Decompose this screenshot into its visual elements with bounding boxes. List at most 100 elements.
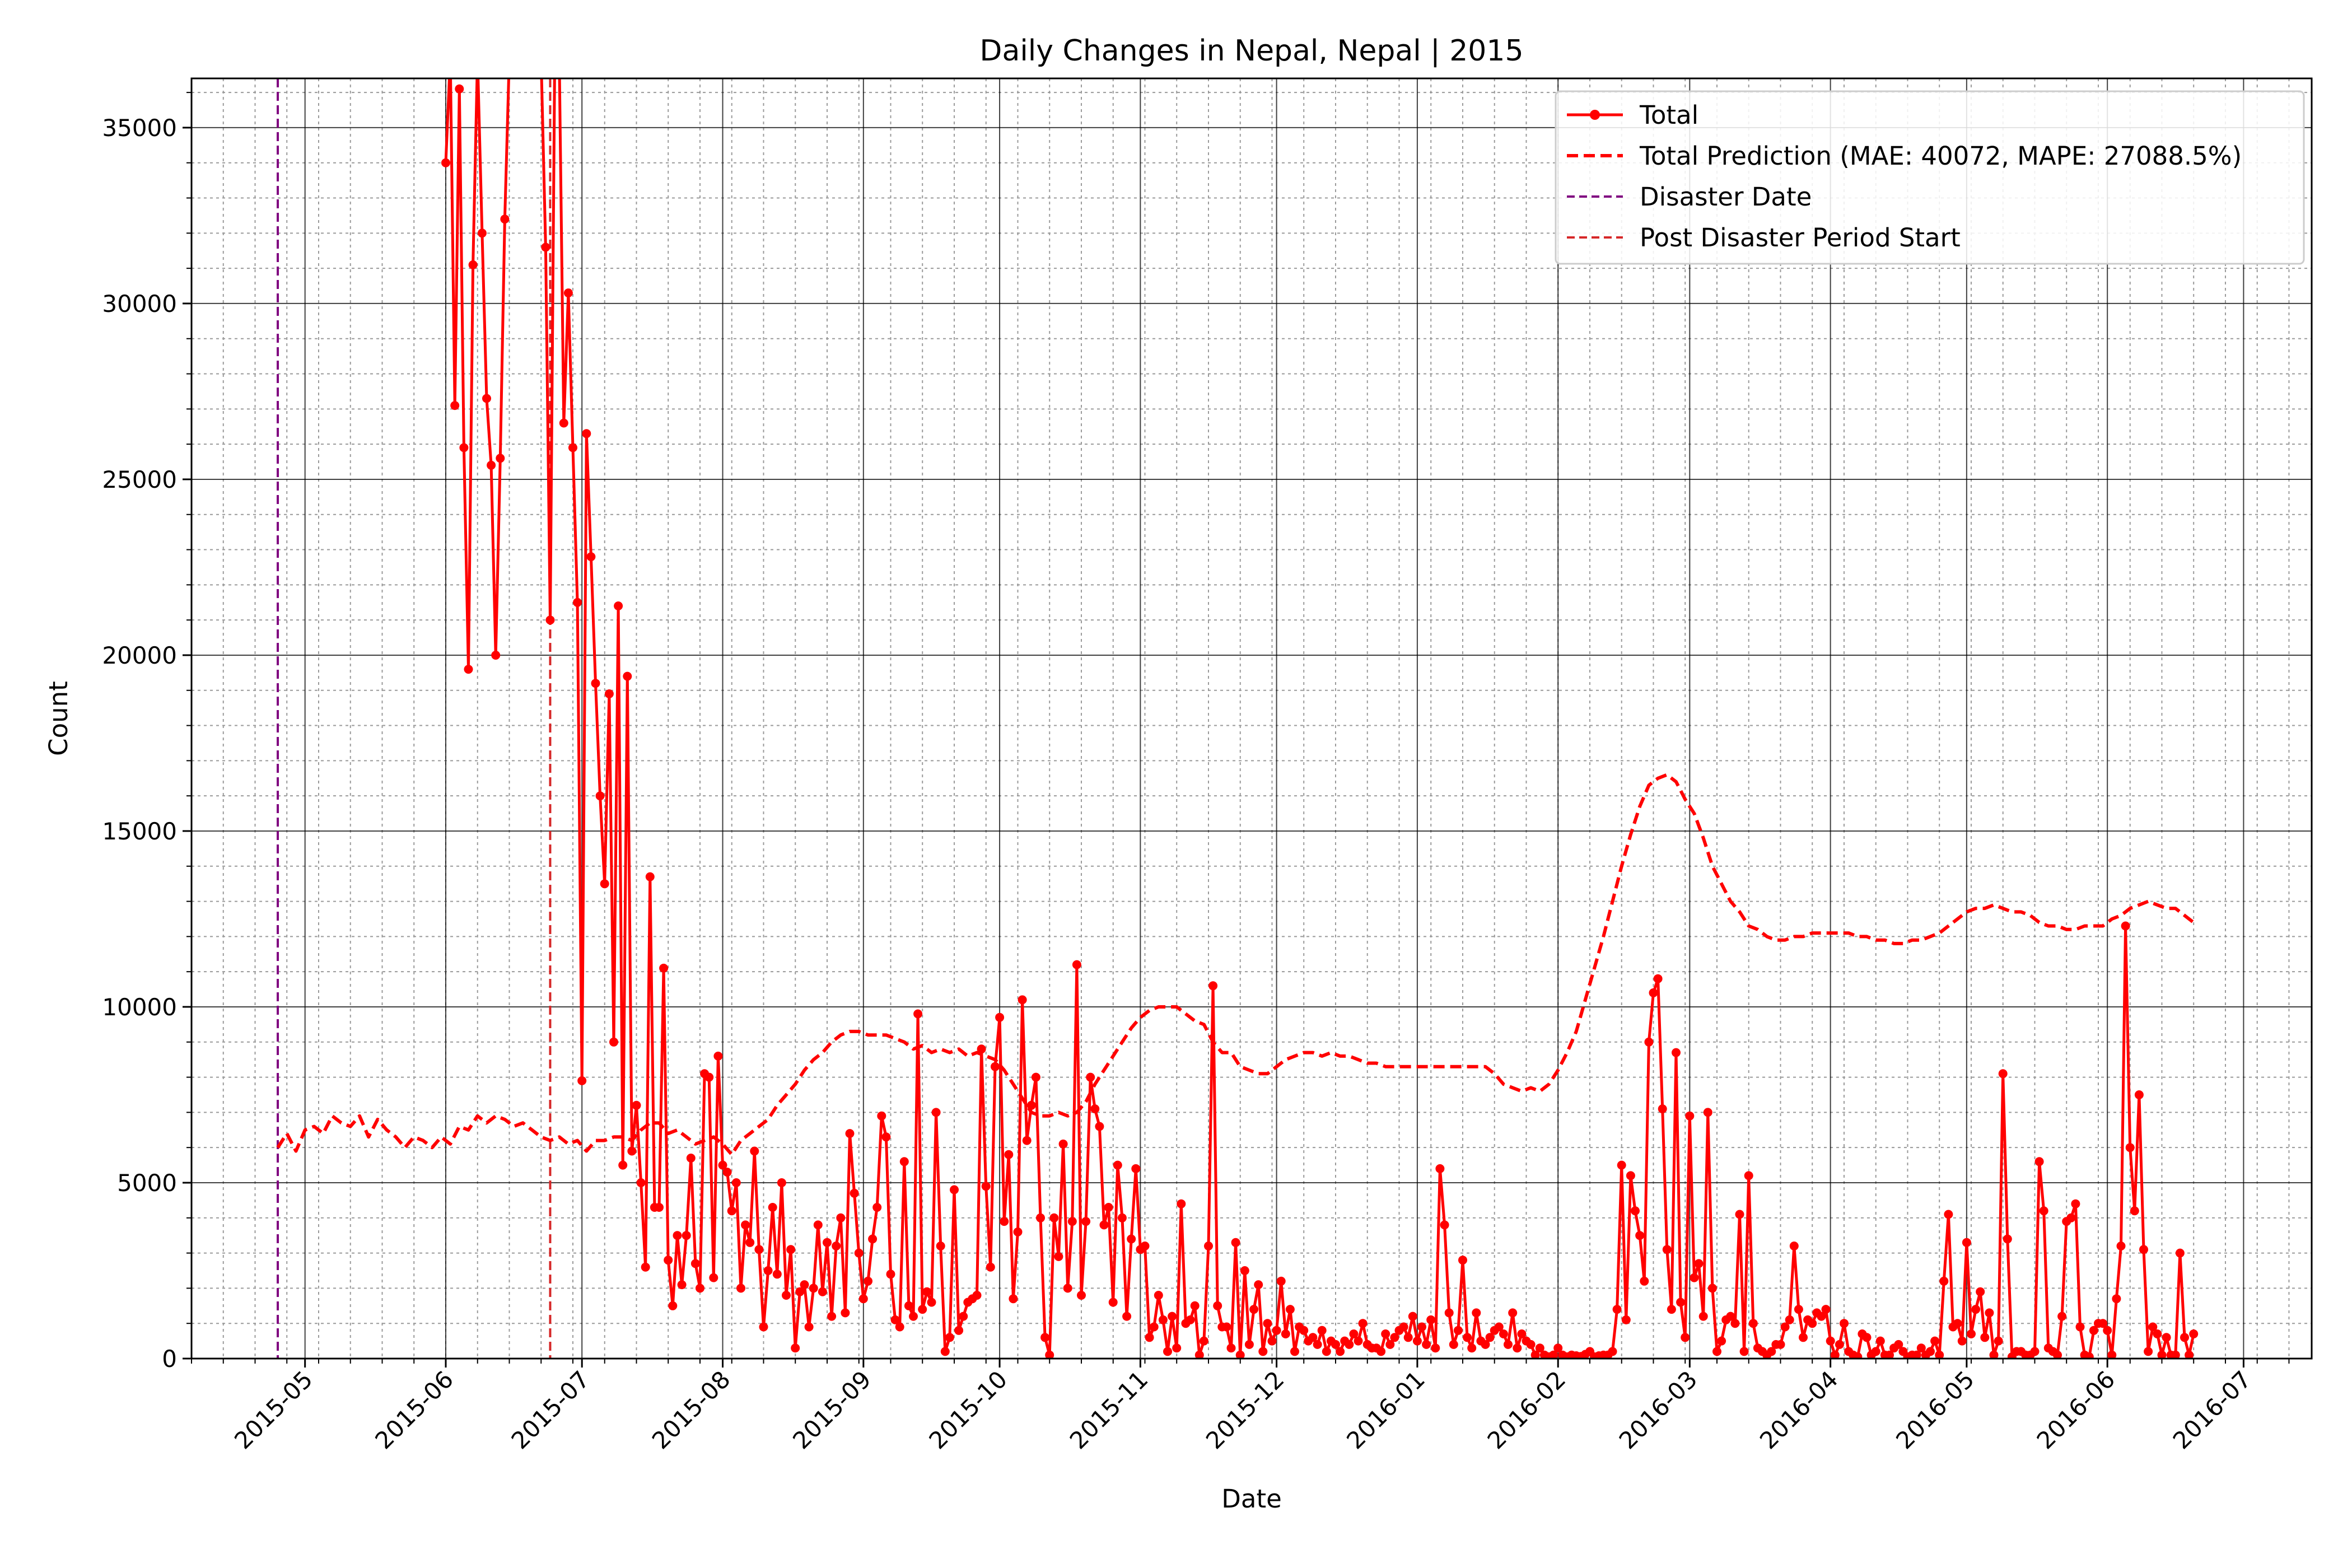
prediction-line	[276, 773, 2195, 1156]
total-point	[2171, 1350, 2180, 1359]
total-point	[1840, 1319, 1849, 1328]
total-point	[1535, 1343, 1544, 1353]
total-point	[2180, 1333, 2189, 1342]
total-point	[1031, 1072, 1040, 1082]
legend-label: Total	[1639, 100, 1698, 130]
total-point	[568, 443, 577, 452]
total-point	[2189, 1329, 2199, 1338]
total-point	[2157, 1350, 2167, 1359]
total-point	[2153, 1329, 2162, 1338]
total-point	[1385, 1340, 1395, 1349]
total-point	[1690, 1273, 1699, 1282]
total-point	[563, 288, 573, 298]
total-point	[1408, 1312, 1417, 1321]
total-point	[1403, 1333, 1413, 1342]
x-tick-label: 2015-10	[923, 1365, 1012, 1454]
total-point	[791, 1343, 800, 1353]
total-point	[1272, 1326, 1281, 1335]
total-point	[1826, 1336, 1835, 1346]
total-point	[1626, 1171, 1635, 1180]
total-point	[1767, 1347, 1776, 1356]
total-point	[455, 84, 464, 94]
total-point	[1672, 1048, 1681, 1057]
total-point	[927, 1298, 936, 1307]
total-point	[1417, 1322, 1426, 1332]
x-tick-label: 2016-05	[1891, 1365, 1980, 1454]
total-point	[1249, 1305, 1259, 1314]
total-point	[1976, 1287, 1985, 1296]
total-point	[1735, 1210, 1744, 1219]
legend-label: Total Prediction (MAE: 40072, MAPE: 2708…	[1639, 141, 2242, 171]
total-point	[1748, 1319, 1758, 1328]
total-point	[2107, 1350, 2117, 1359]
total-point	[786, 1245, 796, 1254]
x-tick-label: 2016-07	[2168, 1365, 2257, 1454]
total-point	[1231, 1238, 1240, 1247]
major-gridlines	[192, 78, 2312, 1359]
total-point	[1794, 1305, 1803, 1314]
total-point	[1485, 1333, 1495, 1342]
total-point	[768, 1203, 777, 1212]
total-point	[1944, 1210, 1953, 1219]
total-point	[1226, 1343, 1236, 1353]
total-point	[713, 1051, 723, 1061]
plot-frame	[190, 77, 2313, 1360]
total-point	[2134, 1090, 2144, 1099]
total-point	[945, 1333, 954, 1342]
total-point	[804, 1322, 814, 1332]
total-point	[818, 1287, 827, 1296]
total-point	[1022, 1136, 1032, 1145]
total-point	[1853, 1352, 1863, 1359]
total-point	[446, 53, 455, 62]
total-point	[918, 1305, 927, 1314]
total-point	[1431, 1343, 1440, 1353]
total-point	[1381, 1329, 1390, 1338]
total-point	[1862, 1333, 1872, 1342]
total-point	[2121, 921, 2130, 931]
total-point	[836, 1213, 846, 1222]
total-point	[850, 1188, 859, 1198]
total-point	[2139, 1245, 2148, 1254]
x-tick-label: 2016-06	[2032, 1365, 2121, 1454]
total-point	[690, 1259, 700, 1268]
total-point	[1358, 1319, 1368, 1328]
x-tick-label: 2015-11	[1065, 1365, 1154, 1454]
total-point	[1989, 1350, 1999, 1359]
total-point	[1040, 1333, 1050, 1342]
total-point	[1108, 1298, 1118, 1307]
total-point	[1036, 1213, 1045, 1222]
total-point	[1830, 1350, 1840, 1359]
total-point	[696, 1284, 704, 1293]
total-point	[1018, 995, 1027, 1005]
total-point	[1322, 1347, 1331, 1356]
total-point	[1317, 1326, 1327, 1335]
y-axis: 0 5000 10000 15000 20000 25000 30000 35000	[102, 92, 192, 1373]
total-point	[1009, 1294, 1018, 1304]
total-point	[1744, 1171, 1753, 1180]
total-point	[1912, 1350, 1921, 1359]
y-tick-label: 15000	[102, 818, 177, 845]
total-point	[809, 1284, 818, 1293]
total-point	[1513, 1343, 1522, 1353]
total-point	[545, 615, 555, 625]
x-tick-label: 2015-08	[647, 1365, 736, 1454]
total-point	[1885, 1350, 1894, 1359]
total-point	[899, 1157, 909, 1166]
total-point	[1640, 1276, 1649, 1286]
x-tick-label: 2016-01	[1341, 1365, 1430, 1454]
total-point	[1644, 1037, 1654, 1047]
total-point	[1631, 1206, 1640, 1216]
total-point	[464, 665, 473, 674]
total-point	[1072, 960, 1081, 969]
total-point	[931, 1108, 941, 1117]
total-point	[950, 1185, 959, 1194]
legend-label: Post Disaster Period Start	[1640, 223, 1961, 253]
total-point	[1817, 1312, 1826, 1321]
total-point	[1821, 1305, 1831, 1314]
total-point	[1299, 1326, 1309, 1335]
total-point	[586, 552, 596, 562]
total-point	[595, 791, 605, 801]
total-point	[459, 443, 469, 452]
minor-gridlines	[191, 78, 2312, 1359]
total-point	[2144, 1347, 2153, 1356]
